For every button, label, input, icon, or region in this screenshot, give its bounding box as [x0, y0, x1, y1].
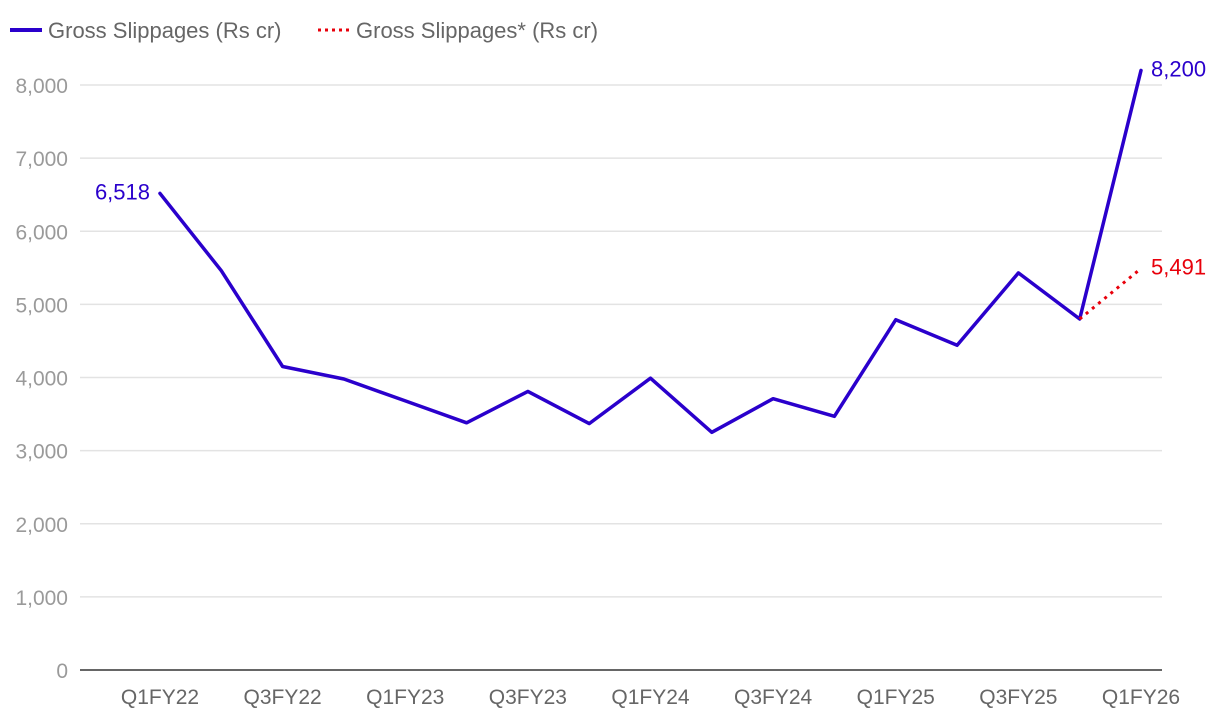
- legend-label-gross-slippages-adjusted: Gross Slippages* (Rs cr): [356, 18, 598, 43]
- x-tick-label: Q1FY25: [857, 686, 935, 709]
- y-tick-label: 4,000: [15, 368, 68, 391]
- x-tick-label: Q1FY23: [366, 686, 444, 709]
- data-label: 5,491: [1151, 254, 1206, 279]
- gridlines: [80, 84, 1162, 671]
- y-tick-label: 3,000: [15, 441, 68, 464]
- legend: Gross Slippages (Rs cr) Gross Slippages*…: [10, 18, 598, 43]
- y-tick-label: 0: [56, 660, 68, 683]
- y-tick-label: 1,000: [15, 587, 68, 610]
- data-label: 8,200: [1151, 56, 1206, 81]
- data-labels: 6,518 8,200 5,491: [95, 56, 1206, 279]
- series-line-gross-slippages: [158, 68, 1143, 435]
- y-tick-label: 2,000: [15, 514, 68, 537]
- y-tick-label: 5,000: [15, 294, 68, 317]
- x-tick-label: Q3FY22: [244, 686, 322, 709]
- series-lines: [158, 68, 1143, 435]
- x-tick-label: Q1FY22: [121, 686, 199, 709]
- legend-label-gross-slippages: Gross Slippages (Rs cr): [48, 18, 282, 43]
- y-axis: 0 1,000 2,000 3,000 4,000 5,000 6,000 7,000 8,00…: [15, 75, 68, 683]
- x-tick-label: Q3FY25: [979, 686, 1057, 709]
- x-tick-label: Q1FY24: [611, 686, 690, 709]
- y-tick-label: 7,000: [15, 148, 68, 171]
- x-axis: Q1FY22 Q3FY22 Q1FY23 Q3FY23 Q1FY24 Q3FY24 Q1FY…: [121, 686, 1180, 709]
- y-tick-label: 6,000: [15, 221, 68, 244]
- series-line-gross-slippages-adjusted: [1078, 267, 1142, 321]
- x-tick-label: Q1FY26: [1102, 686, 1180, 709]
- x-tick-label: Q3FY24: [734, 686, 813, 709]
- data-label: 6,518: [95, 179, 150, 204]
- y-tick-label: 8,000: [15, 75, 68, 98]
- x-tick-label: Q3FY23: [489, 686, 567, 709]
